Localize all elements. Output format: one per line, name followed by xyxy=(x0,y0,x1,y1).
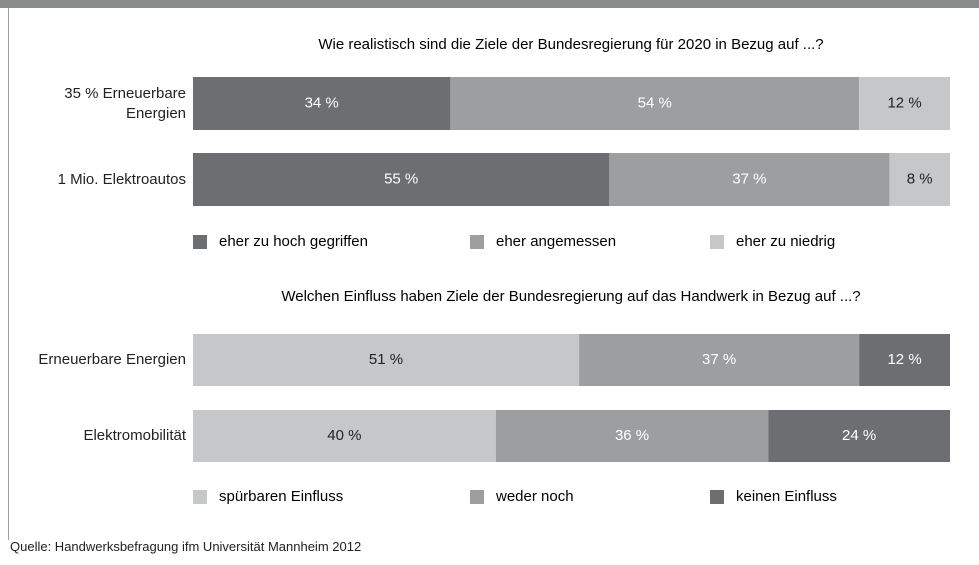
legend-label: weder noch xyxy=(495,488,574,505)
category-label: Erneuerbare Energien xyxy=(38,351,186,368)
bar-segment xyxy=(495,410,769,462)
value-label: 12 % xyxy=(887,94,921,111)
value-label: 36 % xyxy=(615,427,649,444)
legend-label: eher zu niedrig xyxy=(736,233,835,250)
legend-swatch xyxy=(470,235,484,249)
bar-segment xyxy=(193,410,496,462)
bar-segment xyxy=(193,77,451,130)
legend-label: eher angemessen xyxy=(496,233,616,250)
chart-title: Wie realistisch sind die Ziele der Bunde… xyxy=(318,36,823,53)
legend-swatch xyxy=(193,490,207,504)
bar-segment xyxy=(889,153,950,206)
bar-segment xyxy=(450,77,860,130)
legend-swatch xyxy=(710,235,724,249)
bar-segment xyxy=(859,77,950,130)
frame-line xyxy=(8,8,9,540)
legend-swatch xyxy=(470,490,484,504)
category-label: Elektromobilität xyxy=(83,427,186,444)
value-label: 34 % xyxy=(305,94,339,111)
legend-swatch xyxy=(193,235,207,249)
value-label: 24 % xyxy=(842,427,876,444)
category-label: 1 Mio. Elektroautos xyxy=(57,170,186,188)
value-label: 8 % xyxy=(907,170,933,187)
value-label: 51 % xyxy=(369,351,403,368)
source: Quelle: Handwerksbefragung ifm Universit… xyxy=(10,539,362,554)
bar-segment xyxy=(193,153,610,206)
bar-segment xyxy=(609,153,890,206)
legend-label: eher zu hoch gegriffen xyxy=(219,233,368,250)
legend-label: keinen Einfluss xyxy=(736,488,837,505)
value-label: 37 % xyxy=(702,351,736,368)
chart-title: Welchen Einfluss haben Ziele der Bundesr… xyxy=(281,288,860,305)
value-label: 12 % xyxy=(887,351,921,368)
legend-swatch xyxy=(710,490,724,504)
bar-segment xyxy=(193,334,580,386)
bar-segment xyxy=(768,410,950,462)
value-label: 55 % xyxy=(384,170,418,187)
category-label: 35 % Erneuerbare Energien xyxy=(64,84,186,122)
value-label: 54 % xyxy=(638,94,672,111)
top-bar xyxy=(0,0,979,8)
bar-segment xyxy=(859,334,950,386)
bar-segment xyxy=(579,334,860,386)
legend-label: spürbaren Einfluss xyxy=(219,488,343,505)
value-label: 40 % xyxy=(327,427,361,444)
value-label: 37 % xyxy=(732,170,766,187)
